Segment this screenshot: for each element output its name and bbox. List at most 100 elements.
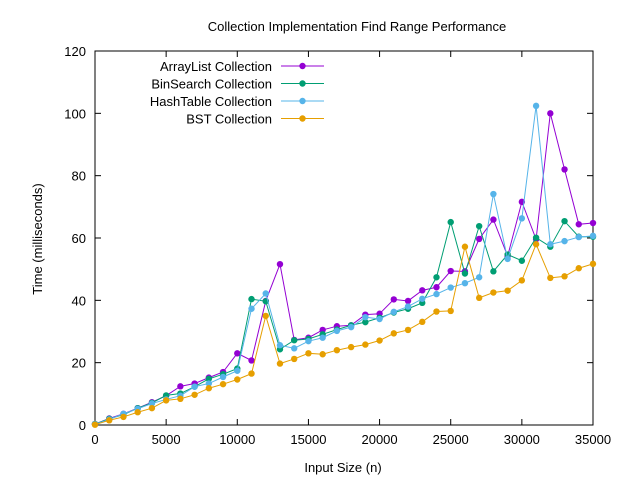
data-point [447, 307, 454, 315]
data-point [404, 297, 412, 305]
series-3 [91, 241, 597, 428]
data-point [248, 295, 255, 303]
x-tick-label: 35000 [575, 432, 611, 447]
legend-swatch-marker [299, 62, 306, 70]
y-tick-label: 40 [72, 293, 86, 308]
data-point [518, 257, 526, 264]
data-point [561, 166, 568, 173]
data-point [248, 370, 255, 377]
y-tick-label: 120 [64, 44, 86, 59]
data-point [177, 383, 184, 390]
data-point [333, 347, 341, 354]
data-point [91, 421, 99, 428]
data-point [205, 385, 213, 392]
data-point [205, 375, 213, 383]
data-point [461, 243, 469, 250]
x-tick-label: 25000 [433, 432, 469, 447]
data-point [376, 315, 383, 323]
legend-entry: HashTable Collection [150, 94, 324, 109]
data-point [490, 190, 497, 198]
data-point [589, 232, 597, 240]
data-point [561, 237, 568, 245]
data-point [248, 305, 255, 312]
data-point [347, 343, 355, 351]
series-line [94, 113, 594, 425]
legend-swatch-marker [299, 115, 306, 122]
data-point [191, 383, 198, 390]
data-point [319, 334, 326, 341]
data-point [262, 290, 269, 297]
data-point [532, 234, 540, 241]
x-tick-label: 0 [91, 432, 98, 447]
data-point [475, 235, 483, 243]
data-point [504, 287, 511, 294]
data-point [291, 337, 298, 344]
series-0 [91, 110, 597, 428]
data-point [234, 350, 241, 357]
data-point [106, 417, 113, 424]
data-point [234, 367, 241, 374]
data-point [475, 294, 483, 302]
data-point [490, 216, 497, 223]
data-point [419, 318, 426, 326]
data-point [532, 102, 540, 110]
data-point [276, 342, 284, 349]
data-point [547, 110, 554, 117]
data-point [234, 376, 241, 383]
series-1 [91, 217, 597, 428]
data-point [177, 395, 184, 403]
legend-label: BST Collection [186, 112, 272, 127]
data-point [148, 404, 156, 412]
data-point [532, 241, 540, 248]
data-point [461, 279, 469, 287]
data-point [589, 260, 597, 268]
data-point [490, 289, 497, 296]
data-point [390, 296, 397, 303]
y-tick-label: 80 [72, 169, 86, 184]
x-tick-label: 15000 [290, 432, 326, 447]
data-point [447, 284, 454, 291]
data-point [547, 274, 554, 282]
data-point [390, 330, 397, 337]
series-line [94, 242, 594, 426]
data-point [262, 312, 269, 320]
y-tick-label: 100 [64, 106, 86, 121]
data-point [447, 218, 454, 226]
legend-entry: BinSearch Collection [151, 77, 324, 92]
data-point [390, 308, 397, 316]
data-point [362, 341, 369, 348]
legend-label: HashTable Collection [150, 94, 272, 109]
legend-swatch-marker [299, 80, 306, 87]
data-point [219, 373, 227, 381]
data-point [219, 380, 227, 388]
chart-title: Collection Implementation Find Range Per… [208, 19, 506, 34]
data-point [376, 337, 383, 344]
data-point [120, 413, 127, 421]
data-point [419, 287, 426, 294]
x-tick-label: 5000 [152, 432, 181, 447]
data-point [433, 284, 440, 291]
data-point [561, 217, 568, 225]
data-point [362, 318, 369, 326]
data-point [191, 391, 198, 398]
series-2 [91, 102, 597, 428]
data-point [319, 351, 326, 358]
data-point [475, 274, 483, 281]
y-axis-label: Time (milliseconds) [30, 183, 45, 294]
data-point [347, 323, 355, 331]
legend-label: ArrayList Collection [160, 59, 272, 74]
data-point [433, 290, 440, 298]
data-point [362, 313, 369, 321]
legend-entry: ArrayList Collection [160, 59, 324, 74]
data-point [419, 295, 426, 302]
data-point [447, 267, 454, 275]
data-point [575, 265, 582, 272]
data-point [148, 400, 156, 407]
data-point [404, 303, 412, 310]
data-point [248, 357, 255, 364]
data-point [547, 241, 554, 248]
x-tick-label: 10000 [219, 432, 255, 447]
y-tick-label: 20 [72, 356, 86, 371]
data-point [305, 337, 312, 345]
data-point [575, 233, 582, 241]
